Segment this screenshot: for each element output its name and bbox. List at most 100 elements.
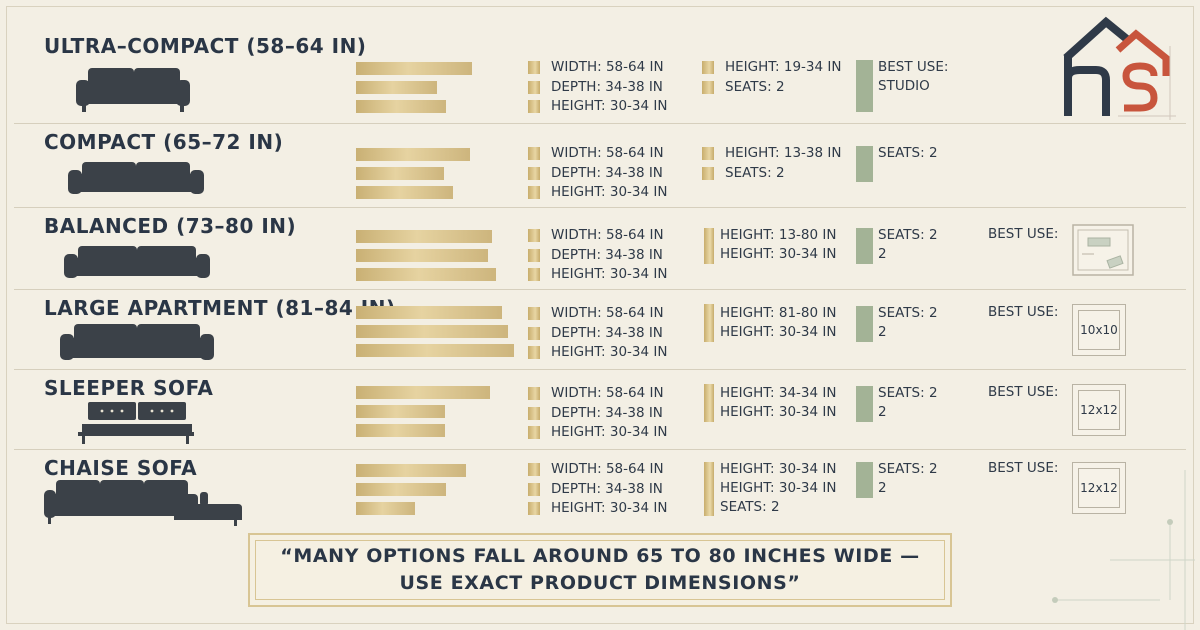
depth-bar (356, 81, 437, 94)
dimension-text: HEIGHT: 30-34 IN (551, 98, 668, 114)
gold-marker-icon (528, 248, 540, 262)
dimension-text: HEIGHT: 30-34 IN (551, 266, 668, 282)
dimensions-list: WIDTH: 58-64 IN DEPTH: 34-38 IN HEIGHT: … (528, 460, 667, 519)
best-use-label: BEST USE: (988, 460, 1059, 476)
dimension-bars (356, 464, 466, 521)
best-use-label: BEST USE: (988, 304, 1059, 320)
dimension-text: WIDTH: 58-64 IN (551, 385, 664, 401)
room-floor-plan-icon (1072, 224, 1134, 276)
depth-bar (356, 249, 488, 262)
gold-marker-icon (704, 228, 714, 264)
dimension-text: HEIGHT: 30-34 IN (551, 184, 668, 200)
sofa-icon (68, 162, 204, 194)
gold-marker-icon (528, 307, 540, 321)
room-size-box: 10x10 (1072, 304, 1126, 356)
gold-marker-icon (528, 61, 540, 75)
dimension-text: DEPTH: 34-38 IN (551, 404, 663, 421)
extra-text: HEIGHT: 81-80 IN (720, 305, 837, 321)
gold-marker-icon (528, 268, 540, 282)
green-marker (856, 462, 873, 498)
dimensions-list: WIDTH: 58-64 IN DEPTH: 34-38 IN HEIGHT: … (528, 58, 667, 117)
height-bar (356, 268, 496, 281)
dimension-text: HEIGHT: 30-34 IN (551, 424, 668, 440)
best-use-value: STUDIO (878, 78, 930, 94)
gold-marker-icon (528, 346, 540, 360)
dimensions-list: WIDTH: 58-64 IN DEPTH: 34-38 IN HEIGHT: … (528, 226, 667, 285)
gold-marker-icon (702, 61, 714, 75)
depth-bar (356, 483, 446, 496)
best-use-label: BEST USE: (988, 384, 1059, 400)
extra-text: HEIGHT: 30-34 IN (720, 246, 837, 262)
green-marker (856, 228, 873, 264)
gold-marker-icon (702, 80, 714, 94)
dimension-bars (356, 306, 514, 363)
seats-text: SEATS: 2 (878, 227, 938, 243)
dimension-text: DEPTH: 34-38 IN (551, 324, 663, 341)
row-large-apartment: LARGE APARTMENT (81–84 IN) WIDTH: 58-64 … (14, 290, 1186, 370)
gold-marker-icon (528, 186, 540, 200)
seats-text: SEATS: 2 (878, 385, 938, 401)
dimension-bars (356, 386, 490, 443)
height-bar (356, 424, 445, 437)
width-bar (356, 464, 466, 477)
sofa-icon (60, 324, 214, 360)
extra-text: SEATS: 2 (725, 78, 785, 95)
room-size-label: 12x12 (1078, 468, 1120, 508)
room-size-label: 12x12 (1078, 390, 1120, 430)
seats-text: SEATS: 2 (878, 461, 938, 477)
gold-marker-icon (702, 166, 714, 180)
dimension-text: HEIGHT: 30-34 IN (551, 500, 668, 516)
row-title: ULTRA–COMPACT (58–64 IN) (44, 34, 367, 58)
dimensions-list: WIDTH: 58-64 IN DEPTH: 34-38 IN HEIGHT: … (528, 304, 667, 363)
extra-text: HEIGHT: 30-34 IN (720, 324, 837, 340)
quote-inner: “MANY OPTIONS FALL AROUND 65 TO 80 INCHE… (255, 540, 945, 600)
best-use-label: BEST USE: (988, 226, 1059, 242)
extra-list: HEIGHT: 13-38 IN SEATS: 2 (702, 144, 841, 183)
extra-text: HEIGHT: 13-80 IN (720, 227, 837, 243)
width-bar (356, 386, 490, 399)
seats-text: SEATS: 2 (878, 305, 938, 321)
house-hs-logo-icon (1063, 16, 1176, 120)
room-size-box: 12x12 (1072, 384, 1126, 436)
seats-text: 2 (878, 480, 887, 496)
row-title: LARGE APARTMENT (81–84 IN) (44, 296, 396, 320)
dimension-text: WIDTH: 58-64 IN (551, 305, 664, 321)
quote-line-2: USE EXACT PRODUCT DIMENSIONS” (399, 572, 801, 594)
room-size-label: 10x10 (1078, 310, 1120, 350)
seats-text: 2 (878, 324, 887, 340)
seats-text: SEATS: 2 (878, 145, 938, 161)
extra-text: HEIGHT: 30-34 IN (720, 480, 837, 496)
extra-list: HEIGHT: 19-34 IN SEATS: 2 (702, 58, 841, 97)
green-marker (856, 386, 873, 422)
height-bar (356, 344, 514, 357)
width-bar (356, 148, 470, 161)
gold-marker-icon (528, 166, 540, 180)
gold-marker-icon (704, 462, 714, 516)
gold-marker-icon (704, 304, 714, 342)
depth-bar (356, 405, 445, 418)
chaise-sofa-icon (44, 480, 242, 526)
extra-text: SEATS: 2 (725, 164, 785, 181)
dimensions-list: WIDTH: 58-64 IN DEPTH: 34-38 IN HEIGHT: … (528, 144, 667, 203)
quote-line-1: “MANY OPTIONS FALL AROUND 65 TO 80 INCHE… (280, 545, 920, 567)
gold-marker-icon (528, 426, 540, 440)
gold-marker-icon (528, 482, 540, 496)
dimension-text: WIDTH: 58-64 IN (551, 59, 664, 75)
width-bar (356, 62, 472, 75)
row-ultra-compact: ULTRA–COMPACT (58–64 IN) WIDTH: 58-64 IN… (14, 28, 1186, 124)
dimension-text: DEPTH: 34-38 IN (551, 164, 663, 181)
height-bar (356, 502, 415, 515)
depth-bar (356, 167, 444, 180)
dimension-text: WIDTH: 58-64 IN (551, 145, 664, 161)
extra-text: HEIGHT: 13-38 IN (725, 145, 842, 161)
seats-text: 2 (878, 404, 887, 420)
dimension-text: WIDTH: 58-64 IN (551, 227, 664, 243)
gold-marker-icon (528, 387, 540, 401)
row-chaise-sofa: CHAISE SOFA WIDTH: 58-64 IN DEPTH: 34-38… (14, 450, 1186, 526)
gold-marker-icon (528, 326, 540, 340)
gold-marker-icon (704, 384, 714, 422)
gold-marker-icon (528, 463, 540, 477)
dimension-text: DEPTH: 34-38 IN (551, 480, 663, 497)
green-marker (856, 146, 873, 182)
seats-text: 2 (878, 246, 887, 262)
